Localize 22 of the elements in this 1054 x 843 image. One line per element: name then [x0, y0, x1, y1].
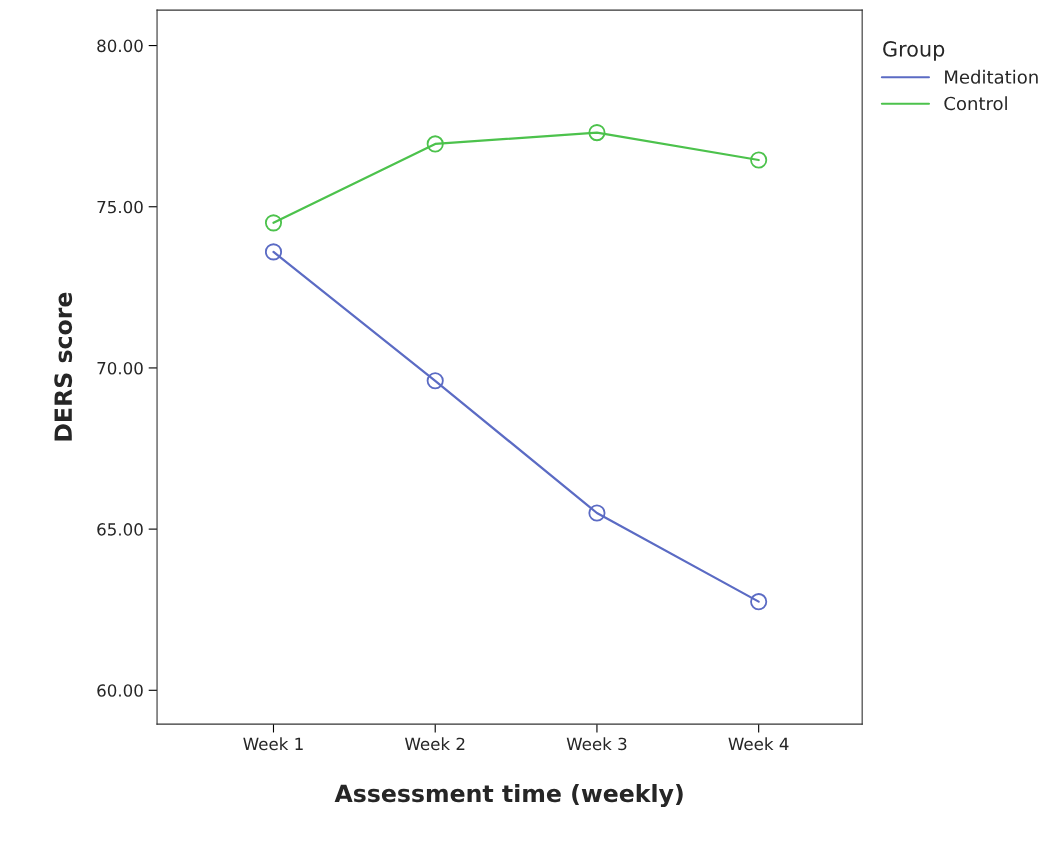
point — [426, 135, 444, 153]
y-tick-label: 65.00 — [97, 523, 143, 536]
legend-label: Control — [944, 96, 1007, 111]
point — [264, 243, 283, 261]
y-tick-label: 75.00 — [97, 200, 143, 214]
y-tick-label: 60.00 — [97, 684, 143, 697]
x-tick-label: Week 3 — [566, 737, 627, 751]
y-axis-title: DERS score — [54, 292, 73, 441]
x-tick-label: Week 1 — [243, 737, 303, 751]
point — [750, 593, 768, 611]
y-tick-label: 70.00 — [97, 361, 143, 375]
x-tick-label: Week 2 — [404, 737, 465, 751]
point — [588, 124, 606, 142]
point — [750, 151, 768, 169]
point — [264, 214, 283, 232]
point — [426, 372, 444, 390]
legend-label: Meditation — [945, 69, 1038, 84]
point — [588, 504, 606, 522]
x-tick-label: Week 4 — [728, 737, 789, 751]
y-tick-label: 80.00 — [97, 39, 143, 53]
x-axis-title: Assessment time (weekly) — [334, 784, 683, 808]
legend-title: Group — [883, 41, 945, 61]
